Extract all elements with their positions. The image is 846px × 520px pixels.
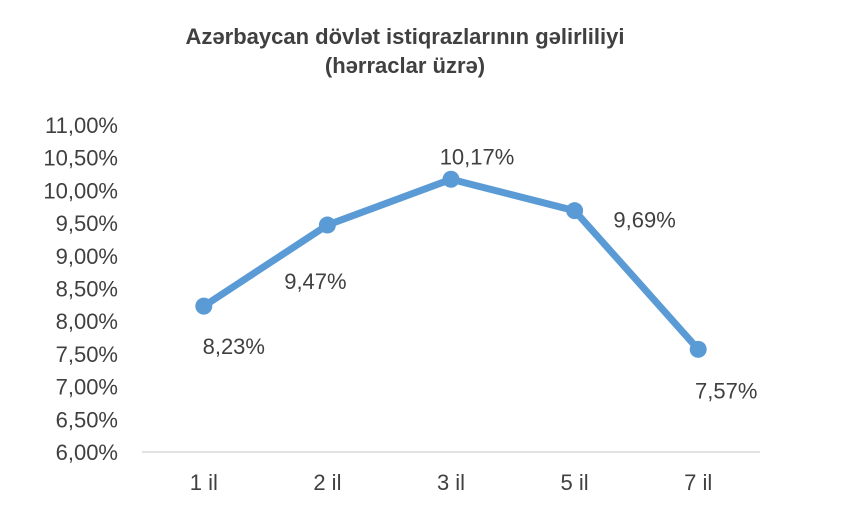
x-tick-label: 1 il	[190, 470, 218, 495]
y-axis: 6,00% 6,50% 7,00% 7,50% 8,00% 8,50% 9,00% 9,50%…	[43, 113, 118, 465]
series-1	[195, 170, 707, 358]
data-labels: 8,23% 9,47% 10,17% 9,69% 7,57%	[203, 144, 758, 403]
data-point	[195, 297, 213, 315]
data-label: 10,17%	[440, 144, 515, 169]
data-point	[566, 202, 584, 220]
y-tick-label: 7,00%	[56, 375, 118, 400]
x-tick-label: 5 il	[561, 470, 589, 495]
data-point	[442, 170, 460, 188]
y-tick-label: 6,50%	[56, 407, 118, 432]
data-point	[689, 340, 707, 358]
y-tick-label: 10,50%	[43, 146, 118, 171]
data-label: 7,57%	[695, 378, 757, 403]
x-axis: 1 il 2 il 3 il 5 il 7 il	[142, 451, 760, 495]
data-point	[318, 216, 336, 234]
y-tick-label: 7,50%	[56, 342, 118, 367]
y-tick-label: 8,50%	[56, 277, 118, 302]
chart-title: Azərbaycan dövlət istiqrazlarının gəlirl…	[186, 24, 625, 49]
data-label: 8,23%	[203, 334, 265, 359]
y-tick-label: 8,00%	[56, 309, 118, 334]
x-tick-label: 7 il	[684, 470, 712, 495]
y-tick-label: 10,00%	[43, 178, 118, 203]
series-line	[200, 175, 702, 353]
y-tick-label: 9,00%	[56, 244, 118, 269]
x-tick-label: 3 il	[437, 470, 465, 495]
data-label: 9,69%	[613, 208, 675, 233]
y-tick-label: 11,00%	[45, 113, 118, 138]
y-tick-label: 6,00%	[56, 440, 118, 465]
chart-subtitle: (hərraclar üzrə)	[325, 53, 485, 78]
y-tick-label: 9,50%	[56, 211, 118, 236]
x-tick-label: 2 il	[313, 470, 341, 495]
data-label: 9,47%	[284, 269, 346, 294]
